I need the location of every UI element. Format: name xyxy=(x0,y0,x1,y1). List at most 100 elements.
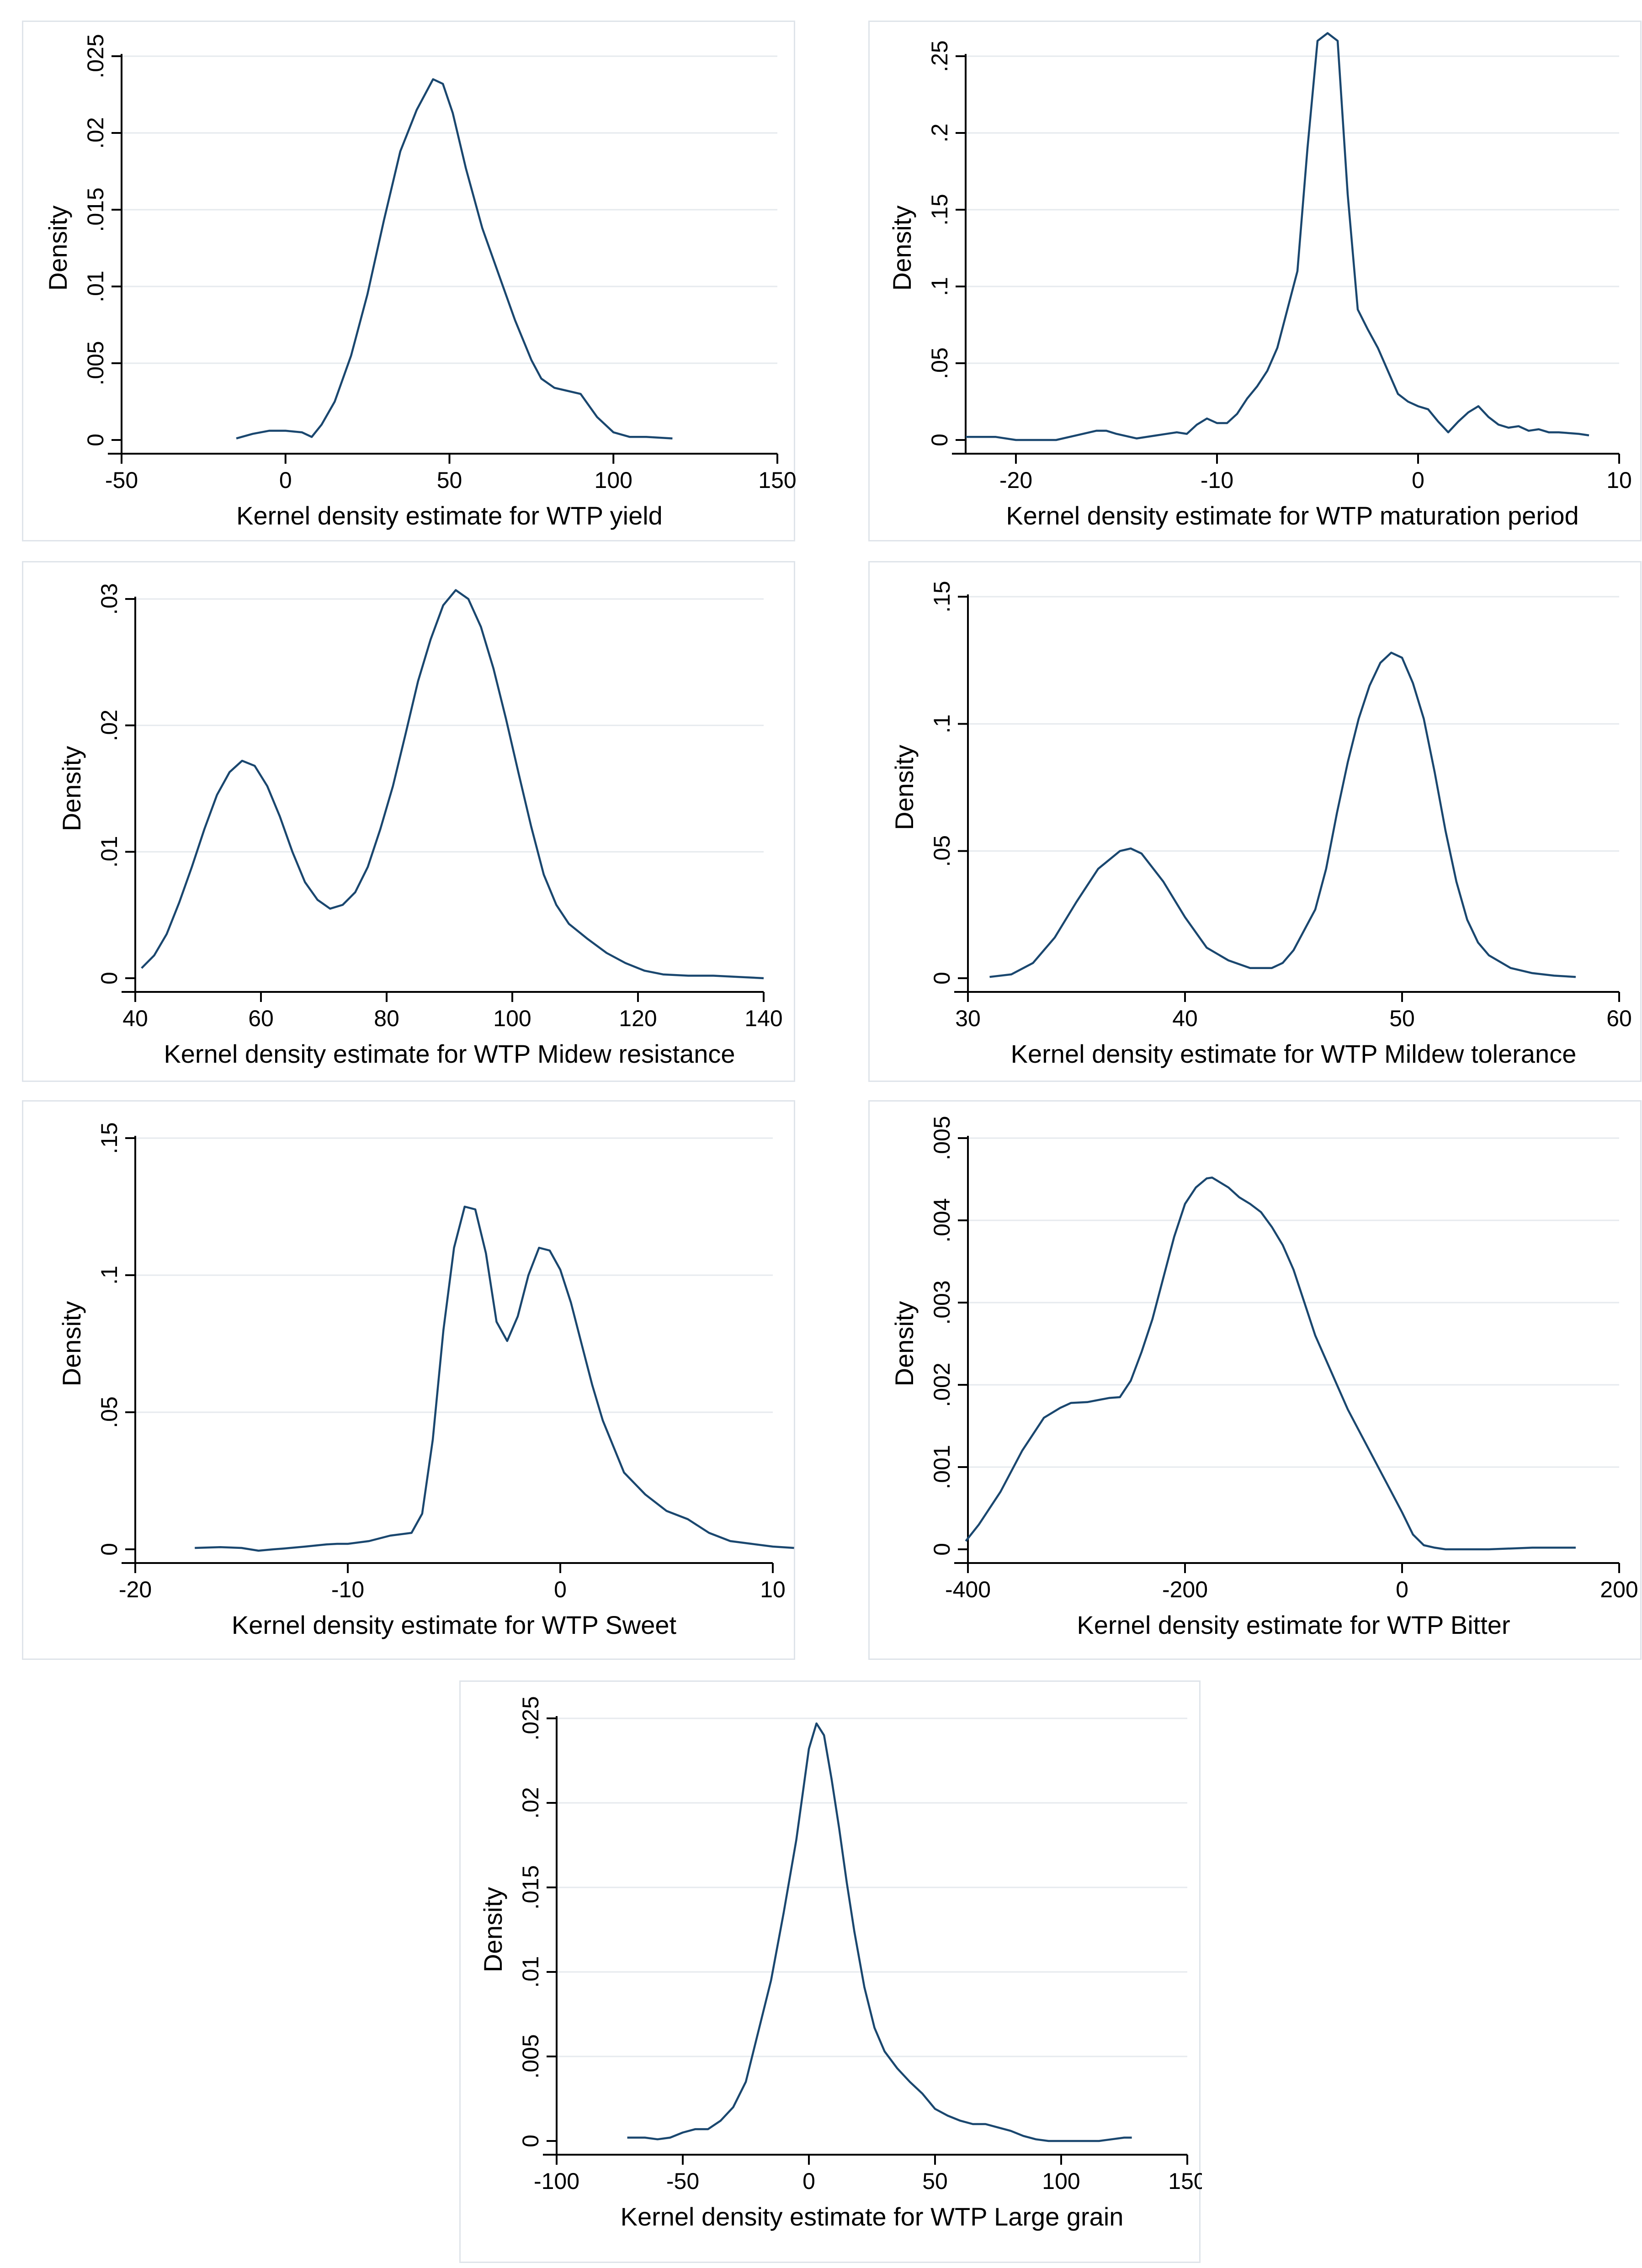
y-tick-label: .005 xyxy=(83,341,108,385)
x-tick-label: -10 xyxy=(331,1577,364,1602)
y-tick-label: .002 xyxy=(929,1362,955,1407)
y-tick-label: 0 xyxy=(929,972,955,985)
x-tick-label: 40 xyxy=(1172,1006,1198,1031)
chart-svg: 0 .05 .1 .15 .2 .25 -20 -10 0 10 Kernel density es… xyxy=(887,32,1632,530)
x-tick-label: 80 xyxy=(374,1006,399,1031)
y-tick-label: 0 xyxy=(83,434,108,446)
chart-svg: 0 .005 .01 .015 .02 .025 -100 -50 0 50 100 150 Kerne… xyxy=(478,1696,1202,2231)
chart-svg: 0 .05 .1 .15 30 40 50 60 Kernel density estimate… xyxy=(890,581,1632,1068)
x-tick-label: 10 xyxy=(760,1577,786,1602)
x-tick-label: -100 xyxy=(534,2168,579,2194)
y-tick-label: 0 xyxy=(96,972,122,985)
y-tick-label: .01 xyxy=(96,836,122,868)
x-tick-label: 40 xyxy=(122,1006,148,1031)
x-axis-title: Kernel density estimate for WTP Large gr… xyxy=(621,2202,1124,2231)
y-tick-label: 0 xyxy=(927,434,952,446)
x-tick-label: -400 xyxy=(945,1577,991,1602)
x-tick-label: 120 xyxy=(619,1006,657,1031)
y-tick-label: .01 xyxy=(83,270,108,302)
y-tick-label: .15 xyxy=(929,581,955,613)
y-tick-label: .015 xyxy=(518,1865,543,1909)
y-tick-label: 0 xyxy=(96,1543,122,1556)
x-tick-label: 200 xyxy=(1600,1577,1638,1602)
density-series-line xyxy=(966,32,1589,441)
density-series-line xyxy=(627,1722,1132,2142)
x-axis-title: Kernel density estimate for WTP Mildew t… xyxy=(1011,1039,1577,1068)
density-series-line xyxy=(965,1176,1576,1551)
x-axis-title: Kernel density estimate for WTP maturati… xyxy=(1006,501,1578,530)
y-tick-label: .02 xyxy=(83,117,108,149)
y-tick-label: .025 xyxy=(83,34,108,78)
y-tick-label: .01 xyxy=(518,1956,543,1988)
y-axis-title: Density xyxy=(57,1301,86,1387)
density-chart-wtp-yield: 0 .005 .01 .015 .02 .025 -50 0 50 100 150 Kernel de… xyxy=(22,21,797,541)
x-tick-label: 50 xyxy=(437,467,462,493)
y-tick-label: .03 xyxy=(96,583,122,615)
x-tick-label: 0 xyxy=(554,1577,567,1602)
x-tick-label: -10 xyxy=(1201,467,1233,493)
y-tick-label: .02 xyxy=(518,1787,543,1819)
y-tick-label: .005 xyxy=(929,1116,955,1160)
y-tick-label: 0 xyxy=(518,2135,543,2147)
y-tick-label: .25 xyxy=(927,40,952,72)
chart-svg: 0 .05 .1 .15 -20 -10 0 10 Kernel density estimat… xyxy=(57,1122,794,1639)
y-tick-label: .015 xyxy=(83,187,108,232)
x-tick-label: 50 xyxy=(1389,1006,1415,1031)
x-tick-label: 140 xyxy=(744,1006,782,1031)
y-tick-label: .003 xyxy=(929,1280,955,1325)
x-tick-label: 100 xyxy=(595,467,632,493)
y-tick-label: .1 xyxy=(927,277,952,296)
x-axis-title: Kernel density estimate for WTP Midew re… xyxy=(164,1039,735,1068)
density-series-line xyxy=(989,652,1576,978)
x-tick-label: 0 xyxy=(279,467,292,493)
chart-svg: 0 .001 .002 .003 .004 .005 -400 -200 0 200 Kernel … xyxy=(890,1116,1638,1639)
x-axis-title: Kernel density estimate for WTP Bitter xyxy=(1077,1611,1510,1639)
x-tick-label: 150 xyxy=(1168,2168,1202,2194)
x-axis-title: Kernel density estimate for WTP yield xyxy=(236,501,663,530)
density-series-line xyxy=(195,1205,794,1552)
x-tick-label: 150 xyxy=(758,467,796,493)
density-chart-wtp-bitter: 0 .001 .002 .003 .004 .005 -400 -200 0 200 Kernel … xyxy=(868,1100,1642,1660)
density-chart-wtp-mildew-tolerance: 0 .05 .1 .15 30 40 50 60 Kernel density estimate… xyxy=(868,561,1642,1082)
x-tick-label: -20 xyxy=(999,467,1032,493)
y-axis-title: Density xyxy=(890,745,919,830)
y-tick-label: .2 xyxy=(927,123,952,143)
x-tick-label: -200 xyxy=(1162,1577,1208,1602)
x-axis-title: Kernel density estimate for WTP Sweet xyxy=(232,1611,677,1639)
y-tick-label: .15 xyxy=(927,194,952,226)
x-tick-label: 60 xyxy=(1606,1006,1632,1031)
x-tick-label: 0 xyxy=(1412,467,1424,493)
y-tick-label: .02 xyxy=(96,710,122,742)
y-tick-label: .025 xyxy=(518,1696,543,1740)
y-tick-label: .001 xyxy=(929,1445,955,1489)
y-axis-title: Density xyxy=(43,206,72,291)
x-tick-label: 10 xyxy=(1606,467,1632,493)
x-tick-label: -20 xyxy=(119,1577,152,1602)
x-tick-label: 0 xyxy=(1396,1577,1408,1602)
x-tick-label: 50 xyxy=(922,2168,948,2194)
y-tick-label: .05 xyxy=(927,347,952,379)
y-axis-title: Density xyxy=(890,1301,919,1387)
x-tick-label: 60 xyxy=(248,1006,274,1031)
y-tick-label: .005 xyxy=(518,2034,543,2078)
chart-svg: 0 .01 .02 .03 40 60 80 100 120 140 Kernel density … xyxy=(57,583,783,1068)
y-axis-title: Density xyxy=(478,1887,507,1972)
y-tick-label: .1 xyxy=(96,1266,122,1285)
density-chart-wtp-midew-resistance: 0 .01 .02 .03 40 60 80 100 120 140 Kernel density … xyxy=(22,561,795,1082)
y-tick-label: .15 xyxy=(96,1122,122,1154)
density-chart-wtp-sweet: 0 .05 .1 .15 -20 -10 0 10 Kernel density estimat… xyxy=(22,1100,795,1660)
density-series-line xyxy=(236,78,673,440)
x-tick-label: 100 xyxy=(493,1006,531,1031)
y-axis-title: Density xyxy=(57,746,86,832)
y-tick-label: .1 xyxy=(929,714,955,733)
chart-svg: 0 .005 .01 .015 .02 .025 -50 0 50 100 150 Kernel de… xyxy=(43,34,797,530)
y-tick-label: .004 xyxy=(929,1198,955,1242)
x-tick-label: -50 xyxy=(666,2168,699,2194)
density-chart-wtp-maturation-period: 0 .05 .1 .15 .2 .25 -20 -10 0 10 Kernel density es… xyxy=(868,21,1642,541)
x-tick-label: 0 xyxy=(802,2168,815,2194)
x-tick-label: 30 xyxy=(955,1006,981,1031)
x-tick-label: -50 xyxy=(105,467,138,493)
y-tick-label: 0 xyxy=(929,1543,955,1556)
density-chart-wtp-large-grain: 0 .005 .01 .015 .02 .025 -100 -50 0 50 100 150 Kerne… xyxy=(459,1680,1202,2263)
